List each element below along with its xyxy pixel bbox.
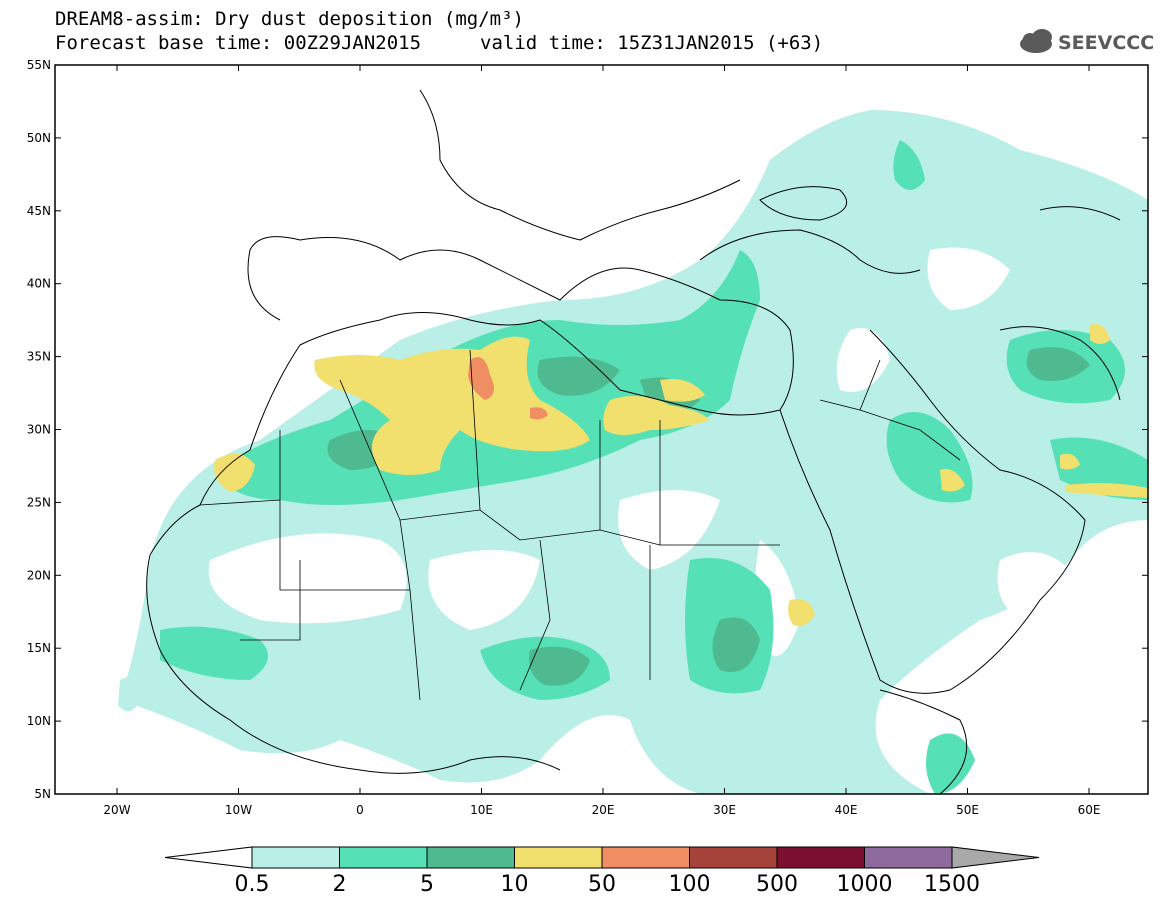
lon-tick-label: 20W [103,803,130,817]
lon-tick-label: 10W [225,803,252,817]
colorbar-label: 1000 [837,872,893,897]
lon-tick-label: 60E [1078,803,1101,817]
lat-tick-label: 45N [27,204,51,218]
cloud-icon [1020,29,1052,53]
colorbar-label: 5 [420,872,434,897]
colorbar-label: 0.5 [235,872,270,897]
latitude-axis: 55N 50N 45N 40N 35N 30N 25N 20N 15N 10N 5N [27,58,1148,801]
valid-time: valid time: 15Z31JAN2015 (+63) [480,32,824,54]
lon-tick-label: 40E [835,803,858,817]
colorbar-swatch [426,846,515,869]
colorbar-swatch [776,846,865,869]
lon-tick-label: 0 [356,803,364,817]
colorbar-swatch [339,846,428,869]
colorbar-swatch [514,846,603,869]
logo-text: SEEVCCC [1058,32,1154,54]
lon-tick-label: 30E [713,803,736,817]
lat-tick-label: 25N [27,495,51,509]
colorbar: 0.5 2 5 10 50 100 500 1000 1500 [164,846,1040,897]
colorbar-label: 100 [669,872,711,897]
lat-tick-label: 35N [27,350,51,364]
lon-tick-label: 10E [470,803,493,817]
colorbar-swatch [251,846,340,869]
colorbar-label: 2 [333,872,347,897]
colorbar-right-arrow [951,846,1040,869]
colorbar-left-arrow [164,846,253,869]
lat-tick-label: 55N [27,58,51,72]
colorbar-label: 500 [756,872,798,897]
lat-tick-label: 5N [34,787,51,801]
lat-tick-label: 20N [27,568,51,582]
lon-tick-label: 50E [956,803,979,817]
colorbar-swatch [689,846,778,869]
forecast-base-time: Forecast base time: 00Z29JAN2015 [55,32,422,54]
lon-tick-label: 20E [592,803,615,817]
lat-tick-label: 40N [27,277,51,291]
colorbar-label: 50 [588,872,616,897]
colorbar-label: 1500 [924,872,980,897]
political-borders [199,349,961,701]
colorbar-swatch [864,846,953,869]
lat-tick-label: 10N [27,714,51,728]
lat-tick-label: 15N [27,641,51,655]
coastlines [146,89,1121,794]
lat-tick-label: 50N [27,131,51,145]
longitude-axis: 20W 10W 0 10E 20E 30E 40E 50E 60E [103,65,1100,817]
dust-fields [118,110,1148,794]
colorbar-swatch [601,846,690,869]
seevccc-logo: SEEVCCC [1020,29,1154,54]
lat-tick-label: 30N [27,423,51,437]
colorbar-label: 10 [501,872,529,897]
map-title: DREAM8-assim: Dry dust deposition (mg/m³… [55,8,524,30]
